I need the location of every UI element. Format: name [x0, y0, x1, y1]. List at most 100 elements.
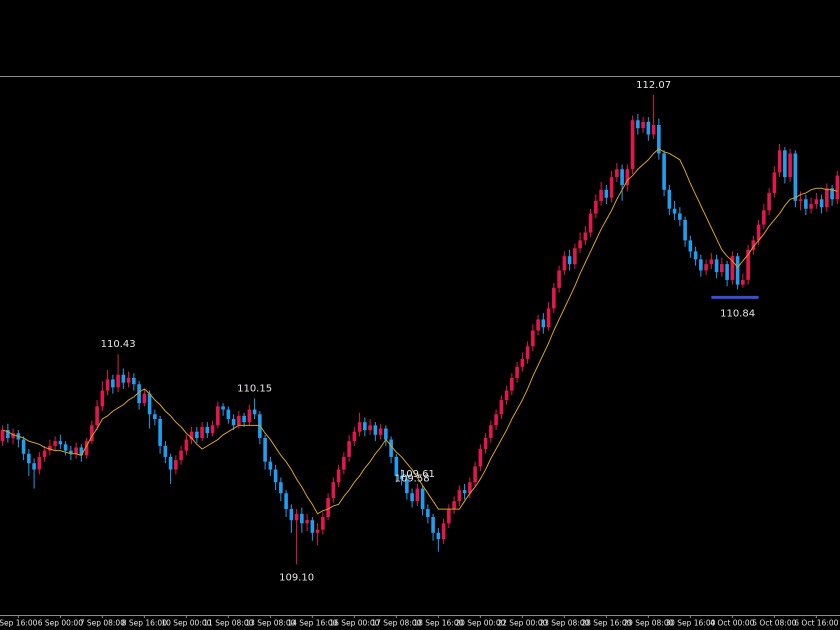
candles: [0, 94, 840, 565]
candle-body: [452, 501, 456, 510]
candle-body: [567, 256, 572, 265]
price-annotation: 109.61: [400, 469, 435, 480]
candle-body: [321, 517, 325, 530]
candle-body: [541, 319, 546, 328]
candle-body: [48, 445, 52, 451]
candle-body: [667, 189, 672, 209]
candle-body: [384, 428, 388, 440]
candle-body: [468, 482, 472, 494]
candle-body: [478, 449, 483, 467]
x-tick-label: 28 Sep 16:00: [581, 619, 631, 628]
candle-body: [615, 169, 619, 178]
candle-body: [378, 428, 383, 435]
price-annotation: 109.58: [395, 474, 430, 485]
candle-body: [798, 199, 803, 201]
x-tick-label: 11 Sep 08:00: [203, 619, 253, 628]
candle-body: [174, 460, 178, 470]
candle-body: [242, 415, 246, 423]
candle-body: [315, 529, 320, 533]
candle-body: [305, 520, 309, 524]
x-tick-label: 22 Sep 00:00: [497, 619, 547, 628]
candle-body: [126, 377, 131, 383]
candle-body: [793, 153, 798, 201]
candle-body: [620, 169, 624, 186]
candle-body: [809, 204, 813, 209]
candle-body: [494, 414, 498, 426]
candle-body: [835, 175, 840, 200]
candle-body: [489, 425, 493, 438]
price-annotation: 109.10: [279, 572, 314, 583]
candle-body: [441, 523, 446, 540]
candle-body: [678, 213, 682, 220]
candle-body: [819, 199, 824, 208]
candle-body: [688, 240, 693, 252]
candle-body: [735, 256, 740, 285]
candle-body: [111, 379, 115, 388]
candle-body: [536, 319, 540, 331]
candle-body: [504, 390, 509, 401]
candle-body: [436, 532, 441, 540]
candle-body: [573, 248, 577, 265]
candle-body: [53, 441, 57, 446]
candle-body: [189, 431, 194, 440]
candle-body: [462, 490, 467, 494]
candle-body: [483, 437, 488, 450]
candle-body: [704, 264, 708, 271]
candle-body: [184, 439, 189, 451]
candle-body: [625, 169, 630, 186]
candle-body: [431, 517, 435, 533]
candle-body: [399, 475, 404, 480]
candle-body: [27, 453, 31, 464]
candle-body: [105, 379, 110, 391]
candle-body: [79, 447, 84, 456]
candle-body: [499, 400, 504, 415]
candle-body: [394, 456, 399, 476]
x-tick-label: 23 Sep 08:00: [539, 619, 589, 628]
x-tick-label: 5 Oct 08:00: [752, 619, 796, 628]
x-tick-label: 30 Sep 16:00: [665, 619, 715, 628]
x-tick-label: 17 Sep 08:00: [371, 619, 421, 628]
candle-body: [237, 415, 241, 426]
candle-body: [373, 425, 378, 435]
candle-body: [289, 509, 294, 521]
candle-body: [216, 406, 220, 426]
candle-body: [520, 358, 525, 367]
candle-body: [457, 490, 462, 502]
candle-body: [657, 125, 661, 154]
candle-body: [756, 224, 761, 241]
candle-body: [0, 430, 5, 442]
x-tick-label: Sep 16:00: [0, 619, 38, 628]
candle-body: [709, 259, 714, 265]
candle-body: [562, 256, 567, 271]
candle-body: [368, 425, 372, 431]
candle-body: [725, 264, 729, 280]
candle-body: [279, 482, 283, 494]
candle-body: [147, 393, 152, 415]
candle-body: [121, 374, 126, 383]
candle-body: [783, 150, 787, 178]
candle-body: [662, 153, 666, 190]
candle-body: [263, 437, 267, 462]
candle-body: [142, 393, 147, 404]
candle-body: [510, 377, 514, 391]
candle-body: [578, 240, 582, 249]
candle-body: [137, 384, 141, 404]
candle-body: [389, 439, 393, 457]
x-tick-label: 6 Oct 16:00: [794, 619, 838, 628]
candle-body: [200, 426, 204, 438]
candle-body: [37, 456, 42, 470]
candle-body: [58, 441, 63, 445]
candle-body: [95, 406, 99, 426]
candle-body: [153, 414, 157, 419]
candle-body: [683, 219, 687, 241]
candle-body: [552, 287, 556, 309]
candle-body: [352, 431, 357, 442]
candle-body: [247, 409, 252, 423]
x-tick-label: 20 Sep 00:00: [455, 619, 505, 628]
candle-body: [741, 279, 745, 285]
candle-body: [814, 199, 819, 205]
candle-body: [588, 213, 593, 233]
candle-body: [751, 240, 756, 250]
candle-body: [594, 200, 598, 214]
